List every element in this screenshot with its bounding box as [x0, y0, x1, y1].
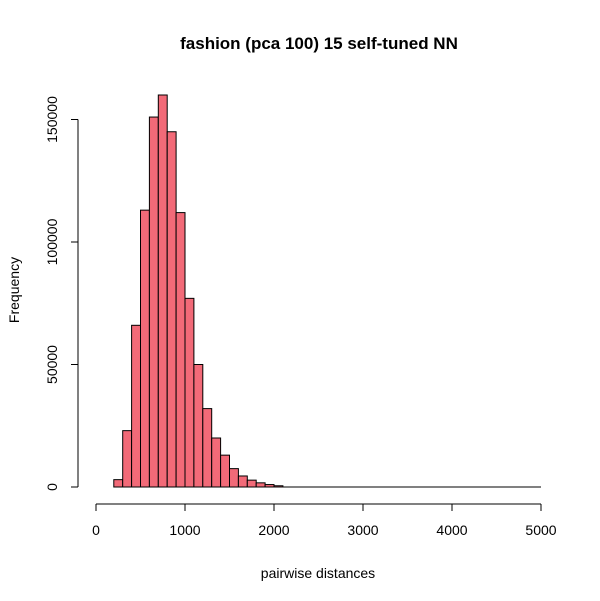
y-tick-label: 100000 [44, 218, 60, 265]
x-tick-label: 0 [92, 522, 100, 538]
x-tick-label: 3000 [347, 522, 378, 538]
histogram-bar [246, 479, 257, 488]
histogram-bar [211, 437, 222, 488]
histogram-bar [166, 131, 177, 488]
histogram-bar [184, 297, 195, 488]
y-tick-label: 150000 [44, 96, 60, 143]
histogram-bar [157, 94, 168, 488]
histogram-bar [113, 479, 124, 488]
histogram-bar [175, 212, 186, 488]
y-axis-label: Frequency [6, 257, 22, 323]
histogram-bar [255, 482, 266, 488]
x-axis-label: pairwise distances [261, 565, 375, 581]
x-tick-label: 2000 [258, 522, 289, 538]
x-tick-label: 5000 [525, 522, 556, 538]
histogram-bar [264, 484, 275, 488]
histogram-bars [113, 94, 541, 488]
y-tick-label: 50000 [44, 345, 60, 384]
histogram-bar [140, 209, 150, 488]
x-axis: 0 1000 2000 3000 4000 5000 [92, 503, 557, 538]
histogram-bar [202, 408, 213, 488]
y-tick-label: 0 [44, 483, 60, 491]
histogram-bar [229, 468, 239, 488]
histogram-bar [148, 116, 159, 488]
histogram-bar [237, 475, 248, 488]
histogram-bar [131, 324, 142, 488]
histogram-bar [220, 454, 231, 488]
x-tick-label: 1000 [169, 522, 200, 538]
histogram-bar [193, 364, 204, 488]
chart-title: fashion (pca 100) 15 self-tuned NN [180, 34, 458, 53]
histogram-bar [122, 430, 133, 488]
histogram-bar [273, 485, 284, 488]
x-tick-label: 4000 [436, 522, 467, 538]
y-axis: 0 50000 100000 150000 [44, 96, 79, 491]
